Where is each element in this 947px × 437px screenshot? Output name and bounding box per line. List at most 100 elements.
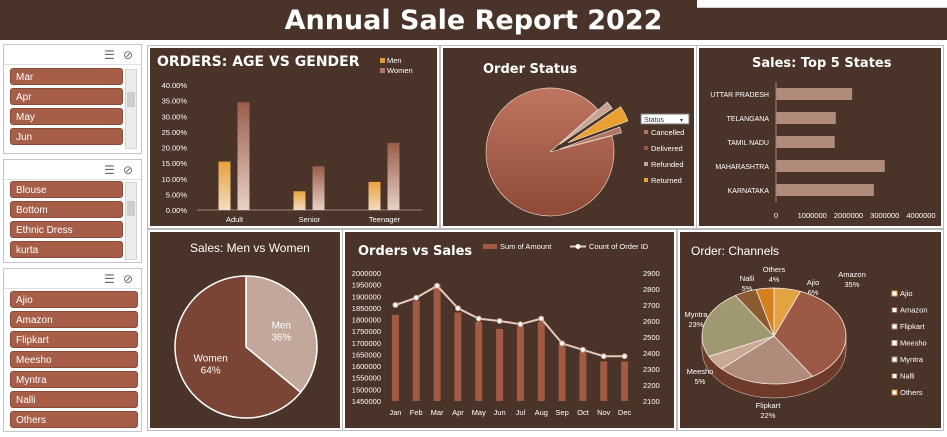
y2-tick-label: 2200	[643, 381, 660, 390]
y-tick-label: 0.00%	[166, 206, 188, 215]
top-states-chart: UTTAR PRADESH TELANGANA TAMIL NADU MAHARASH…	[710, 82, 936, 220]
y2-tick-label: 2900	[643, 269, 660, 278]
bar-women	[237, 102, 250, 210]
y-tick-label: 1900000	[352, 292, 381, 301]
order-status-chart: Status ▾ Cancelled Delivered Refunded Returne…	[485, 87, 690, 217]
clear-filter-icon[interactable]: ⊘	[122, 162, 133, 177]
legend-label: Meesho	[900, 339, 927, 348]
legend-swatch	[575, 244, 581, 249]
y-tick-label: KARNATAKA	[728, 188, 770, 195]
slicer-item-category[interactable]: kurta	[10, 241, 123, 258]
y-tick-label: 2000000	[352, 269, 381, 278]
point-order-count	[392, 302, 399, 308]
y-tick-label: TAMIL NADU	[727, 140, 769, 147]
men-women-title: Sales: Men vs Women	[190, 241, 310, 255]
slice-category-label: Myntra	[685, 310, 709, 319]
slicer-scrollbar[interactable]	[125, 69, 137, 149]
x-tick-label: 2000000	[834, 211, 863, 220]
top-states-panel: Sales: Top 5 States UTTAR PRADESH TELANGA…	[696, 45, 944, 229]
x-tick-label: 1000000	[798, 211, 827, 220]
slicer-scrollbar[interactable]	[125, 182, 137, 260]
pie-slice-returned	[567, 106, 629, 144]
bar-women	[387, 142, 400, 210]
bar-state	[776, 160, 885, 172]
slicer-header: ☰ ⊘	[4, 269, 141, 289]
scroll-thumb[interactable]	[127, 201, 135, 216]
y2-tick-label: 2300	[643, 365, 660, 374]
slice-category-label: Others	[763, 265, 786, 274]
legend-label: Women	[387, 66, 413, 75]
scroll-thumb[interactable]	[127, 92, 135, 107]
y-tick-label: 15.00%	[162, 159, 188, 168]
channels-panel: Order: Channels Ajio 6% Amazon 35% Flipkart 2…	[677, 229, 944, 431]
legend-label: Refunded	[651, 160, 684, 169]
pie-slice-women	[174, 275, 302, 419]
bar-amount	[537, 321, 545, 401]
multi-select-icon[interactable]: ☰	[104, 47, 115, 62]
slicer-item-channel[interactable]: Others	[10, 411, 138, 428]
bar-amount	[391, 314, 399, 401]
legend-swatch	[644, 146, 648, 150]
point-order-count	[475, 315, 482, 322]
age-gender-panel: ORDERS: AGE VS GENDER 0.00% 5.00% 10.00% 15…	[147, 45, 440, 229]
pie-slice-amazon	[773, 290, 847, 378]
channel-slicer[interactable]: ☰ ⊘ Ajio Amazon Flipkart Meesho Myntra N…	[3, 268, 142, 432]
legend-filter-box	[640, 113, 690, 125]
x-tick-label: Jul	[516, 408, 526, 417]
sheet-gridlines	[697, 0, 947, 8]
x-tick-label: Aug	[535, 408, 548, 417]
slicer-item-month[interactable]: Jun	[10, 128, 123, 145]
slicer-item-channel[interactable]: Flipkart	[10, 331, 138, 348]
legend-swatch	[891, 356, 898, 363]
slicer-item-channel[interactable]: Ajio	[10, 291, 138, 308]
clear-filter-icon[interactable]: ⊘	[122, 271, 133, 286]
slice-value-label: 5%	[742, 284, 753, 293]
slicer-item-month[interactable]: Apr	[10, 88, 123, 105]
legend-swatch	[891, 323, 898, 330]
month-slicer[interactable]: ☰ ⊘ Mar Apr May Jun	[3, 44, 142, 154]
slicer-item-channel[interactable]: Myntra	[10, 371, 138, 388]
slicer-item-channel[interactable]: Meesho	[10, 351, 138, 368]
slicer-item-category[interactable]: Blouse	[10, 181, 123, 198]
legend-label: Men	[387, 56, 402, 65]
slice-category-label: Meesho	[687, 367, 714, 376]
slicer-item-category[interactable]: Ethnic Dress	[10, 221, 123, 238]
y-tick-label: 1850000	[352, 304, 381, 313]
slice-value-label: 22%	[760, 411, 775, 420]
multi-select-icon[interactable]: ☰	[104, 162, 115, 177]
dropdown-icon: ▾	[680, 118, 683, 124]
y-tick-label: 1550000	[352, 374, 381, 383]
clear-filter-icon[interactable]: ⊘	[122, 47, 133, 62]
slicer-item-month[interactable]: May	[10, 108, 123, 125]
slicer-item-category[interactable]: Bottom	[10, 201, 123, 218]
orders-sales-chart: 1450000 1500000 1550000 1600000 1650000 17000…	[352, 242, 660, 417]
multi-select-icon[interactable]: ☰	[104, 271, 115, 286]
slicer-item-channel[interactable]: Nalli	[10, 391, 138, 408]
slicer-item-month[interactable]: Mar	[10, 68, 123, 85]
point-order-count	[559, 340, 566, 347]
legend-label: Returned	[651, 176, 682, 185]
slicer-item-channel[interactable]: Amazon	[10, 311, 138, 328]
category-slicer[interactable]: ☰ ⊘ Blouse Bottom Ethnic Dress kurta	[3, 159, 142, 263]
title-banner: Annual Sale Report 2022	[0, 0, 947, 40]
y2-tick-label: 2600	[643, 317, 660, 326]
pie-slice-flipkart	[720, 335, 814, 385]
orders-sales-panel: Orders vs Sales 1450000 1500000 1550000 160…	[342, 229, 677, 431]
x-tick-label: 0	[774, 211, 778, 220]
legend-label: Flipkart	[900, 322, 926, 331]
channels-chart: Ajio6%Amazon35%Flipkart22%Meesho5%Myntra…	[685, 265, 928, 420]
age-gender-title: ORDERS: AGE VS GENDER	[157, 54, 360, 70]
page-title: Annual Sale Report 2022	[284, 4, 663, 36]
slice-category-label: Ajio	[807, 278, 820, 287]
legend-swatch	[644, 130, 648, 134]
y2-tick-label: 2100	[643, 397, 660, 406]
point-order-count	[496, 318, 503, 324]
order-status-panel: Order Status Status ▾ Cancelled Delivered Re…	[440, 45, 697, 229]
legend-title: Status	[644, 117, 664, 124]
orders-sales-title: Orders vs Sales	[358, 244, 473, 259]
y-tick-label: UTTAR PRADESH	[710, 92, 769, 99]
y2-tick-label: 2500	[643, 333, 660, 342]
legend-swatch	[380, 58, 385, 63]
pie-slice-delivered	[485, 87, 615, 217]
